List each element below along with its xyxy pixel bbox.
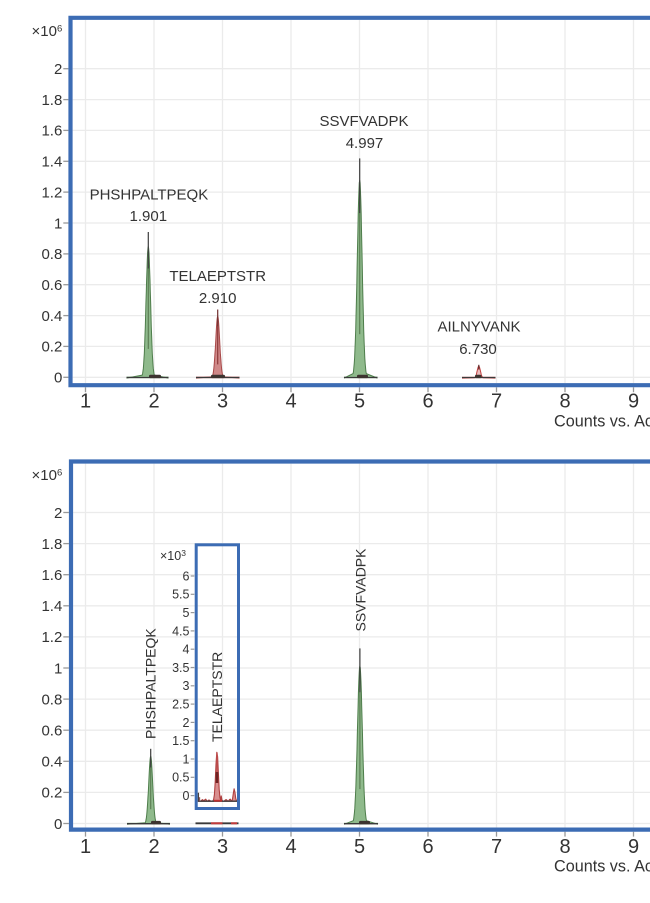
svg-text:2.910: 2.910 xyxy=(199,290,237,307)
svg-text:0.4: 0.4 xyxy=(41,754,62,771)
svg-text:2: 2 xyxy=(54,61,62,78)
svg-text:5: 5 xyxy=(183,606,190,620)
svg-text:5: 5 xyxy=(354,836,365,858)
svg-text:3.5: 3.5 xyxy=(172,661,189,675)
svg-text:1: 1 xyxy=(80,836,91,858)
svg-text:7: 7 xyxy=(491,836,502,858)
svg-text:4: 4 xyxy=(285,836,296,858)
svg-text:1: 1 xyxy=(183,752,190,766)
svg-text:9: 9 xyxy=(628,390,639,412)
svg-text:2: 2 xyxy=(148,836,159,858)
svg-text:1.2: 1.2 xyxy=(41,629,62,646)
svg-text:5.5: 5.5 xyxy=(172,588,189,602)
svg-text:9: 9 xyxy=(628,836,639,858)
svg-text:3: 3 xyxy=(217,836,228,858)
svg-text:×106: ×106 xyxy=(32,23,63,40)
svg-text:×106: ×106 xyxy=(32,467,63,484)
svg-text:4: 4 xyxy=(285,390,296,412)
svg-text:TELAEPTSTR: TELAEPTSTR xyxy=(169,268,266,285)
svg-text:0.8: 0.8 xyxy=(41,246,62,263)
svg-text:8: 8 xyxy=(559,836,570,858)
svg-text:SSVFVADPK: SSVFVADPK xyxy=(320,113,409,130)
svg-text:2.5: 2.5 xyxy=(172,698,189,712)
svg-text:1.6: 1.6 xyxy=(41,123,62,140)
svg-text:8: 8 xyxy=(559,390,570,412)
svg-text:3: 3 xyxy=(183,679,190,693)
svg-text:4.5: 4.5 xyxy=(172,624,189,638)
svg-text:2: 2 xyxy=(54,505,62,522)
svg-text:1.4: 1.4 xyxy=(41,154,62,171)
svg-text:0.2: 0.2 xyxy=(41,785,62,802)
svg-text:1.2: 1.2 xyxy=(41,184,62,201)
svg-text:1.8: 1.8 xyxy=(41,92,62,109)
svg-text:6.730: 6.730 xyxy=(459,341,497,358)
svg-text:1: 1 xyxy=(54,660,62,677)
svg-text:6: 6 xyxy=(422,390,433,412)
svg-text:4.997: 4.997 xyxy=(346,135,384,152)
svg-text:Counts vs. Acq: Counts vs. Acq xyxy=(554,413,650,431)
svg-text:6: 6 xyxy=(183,569,190,583)
svg-text:6: 6 xyxy=(422,836,433,858)
svg-text:AILNYVANK: AILNYVANK xyxy=(437,319,520,336)
svg-text:2: 2 xyxy=(183,716,190,730)
svg-text:0.5: 0.5 xyxy=(172,771,189,785)
svg-text:0.6: 0.6 xyxy=(41,723,62,740)
svg-text:2: 2 xyxy=(148,390,159,412)
svg-text:0.2: 0.2 xyxy=(41,339,62,356)
svg-text:1: 1 xyxy=(80,390,91,412)
svg-text:1.5: 1.5 xyxy=(172,734,189,748)
svg-text:1: 1 xyxy=(54,215,62,232)
svg-text:×103: ×103 xyxy=(160,548,186,563)
svg-text:1.8: 1.8 xyxy=(41,536,62,553)
svg-text:0: 0 xyxy=(54,816,62,833)
svg-text:0.4: 0.4 xyxy=(41,308,62,325)
svg-text:7: 7 xyxy=(491,390,502,412)
svg-text:Counts vs. Acq: Counts vs. Acq xyxy=(554,858,650,876)
svg-text:0: 0 xyxy=(183,789,190,803)
svg-text:1.4: 1.4 xyxy=(41,598,62,615)
svg-text:5: 5 xyxy=(354,390,365,412)
svg-text:PHSHPALTPEQK: PHSHPALTPEQK xyxy=(143,628,159,739)
svg-text:PHSHPALTPEQK: PHSHPALTPEQK xyxy=(90,187,209,204)
svg-text:4: 4 xyxy=(183,643,190,657)
svg-text:0: 0 xyxy=(54,370,62,387)
svg-text:0.8: 0.8 xyxy=(41,691,62,708)
svg-text:TELAEPTSTR: TELAEPTSTR xyxy=(209,652,225,742)
svg-text:SSVFVADPK: SSVFVADPK xyxy=(353,548,369,632)
svg-text:3: 3 xyxy=(217,390,228,412)
svg-text:0.6: 0.6 xyxy=(41,277,62,294)
svg-text:1.901: 1.901 xyxy=(130,208,168,225)
svg-text:1.6: 1.6 xyxy=(41,567,62,584)
